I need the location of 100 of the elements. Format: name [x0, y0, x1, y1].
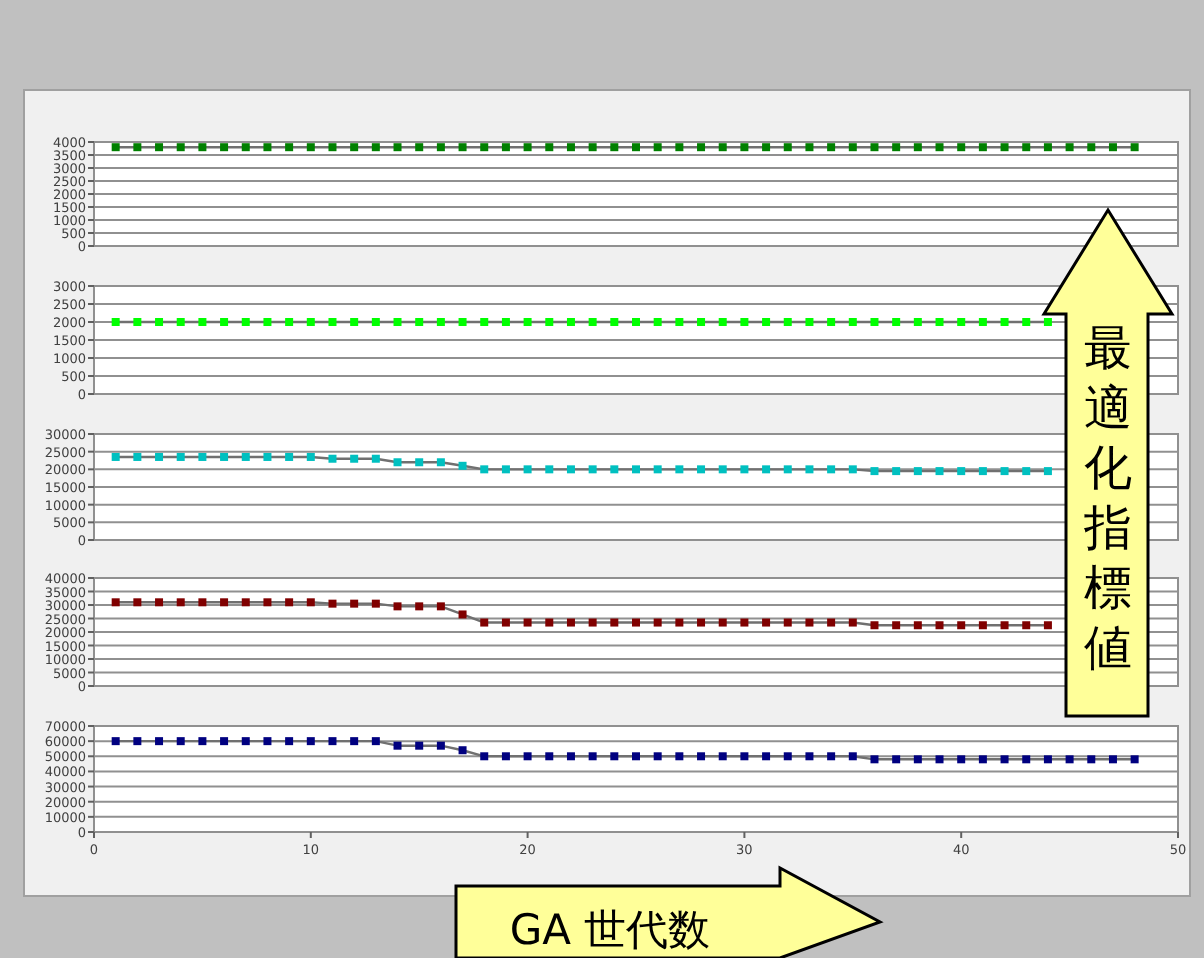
point	[848, 465, 857, 474]
point	[632, 618, 640, 627]
point	[415, 602, 424, 611]
point	[935, 467, 944, 476]
point	[198, 452, 207, 461]
point	[566, 618, 575, 627]
point	[935, 621, 944, 630]
point	[436, 741, 445, 750]
point	[913, 621, 922, 630]
point	[740, 465, 749, 474]
point	[870, 467, 879, 476]
point	[328, 599, 337, 608]
point	[805, 752, 814, 761]
point	[480, 618, 489, 627]
point	[176, 598, 185, 607]
point	[697, 465, 706, 474]
point	[220, 452, 229, 461]
point	[653, 465, 662, 474]
point	[610, 752, 619, 761]
point	[957, 755, 966, 764]
point	[870, 621, 879, 630]
point	[350, 454, 359, 463]
point	[783, 618, 792, 627]
point	[718, 752, 727, 761]
point	[783, 465, 792, 474]
point	[675, 752, 684, 761]
point	[1043, 621, 1052, 630]
point	[1130, 755, 1139, 764]
point	[458, 461, 467, 470]
point	[155, 452, 164, 461]
point	[480, 752, 489, 761]
point	[285, 452, 294, 461]
point	[523, 618, 532, 627]
point	[415, 458, 424, 467]
point	[1000, 621, 1009, 630]
point	[198, 737, 207, 746]
point	[285, 598, 294, 607]
point	[285, 737, 294, 746]
point	[566, 752, 575, 761]
point	[762, 752, 771, 761]
point	[306, 737, 315, 746]
point	[653, 618, 662, 627]
point	[957, 621, 966, 630]
point	[545, 465, 554, 474]
point	[241, 598, 250, 607]
point	[306, 598, 315, 607]
point	[610, 465, 619, 474]
annotation: 最適化指標値	[1082, 320, 1132, 676]
point	[436, 602, 445, 611]
point	[133, 737, 142, 746]
point	[1000, 467, 1009, 476]
point	[133, 452, 142, 461]
point	[501, 465, 510, 474]
point	[783, 752, 792, 761]
point	[523, 465, 532, 474]
point	[198, 598, 207, 607]
point	[675, 618, 684, 627]
point	[111, 598, 120, 607]
point	[176, 737, 185, 746]
point	[350, 737, 359, 746]
point	[480, 465, 489, 474]
point	[545, 752, 554, 761]
text: GA 世代数	[509, 906, 711, 954]
point	[306, 452, 315, 461]
point	[263, 737, 272, 746]
point	[913, 755, 922, 764]
point	[328, 454, 337, 463]
point	[458, 610, 467, 619]
point	[588, 752, 597, 761]
point	[415, 741, 424, 750]
point	[155, 737, 164, 746]
point	[220, 598, 229, 607]
point	[610, 618, 619, 627]
point	[220, 737, 229, 746]
point	[1087, 755, 1096, 764]
point	[1043, 755, 1052, 764]
point	[501, 618, 510, 627]
point	[1022, 621, 1031, 630]
point	[133, 598, 142, 607]
point	[371, 454, 380, 463]
point	[848, 752, 857, 761]
point	[697, 752, 706, 761]
point	[393, 741, 402, 750]
point	[718, 618, 727, 627]
point	[762, 618, 771, 627]
point	[1000, 755, 1009, 764]
point	[263, 452, 272, 461]
point	[545, 618, 554, 627]
point	[762, 465, 771, 474]
point	[978, 755, 987, 764]
point	[892, 467, 901, 476]
point	[350, 599, 359, 608]
point	[436, 458, 445, 467]
point	[241, 452, 250, 461]
point	[892, 621, 901, 630]
point	[718, 465, 727, 474]
point	[458, 746, 467, 755]
point	[805, 465, 814, 474]
point	[1043, 467, 1052, 476]
point	[827, 618, 836, 627]
